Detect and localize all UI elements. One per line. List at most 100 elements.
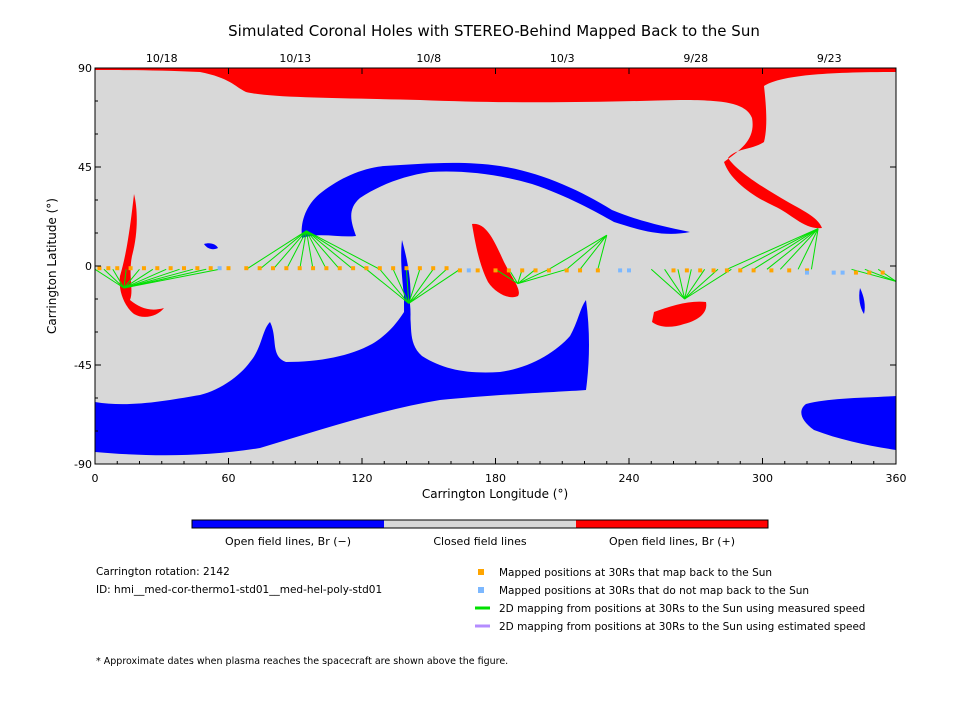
mapping-line — [95, 268, 125, 289]
date-tick-label: 10/3 — [550, 52, 575, 65]
mapping-line — [650, 268, 685, 300]
mapping-line — [810, 228, 819, 270]
mapping-line — [548, 234, 608, 270]
mapping-line — [272, 230, 307, 270]
mapping-line — [306, 230, 354, 270]
legend-label-measured: 2D mapping from positions at 30Rs to the… — [499, 603, 865, 615]
y-tick-label: -90 — [74, 458, 92, 471]
mapping-line — [597, 235, 608, 270]
legend: Mapped positions at 30Rs that map back t… — [475, 567, 866, 633]
mapping-line — [299, 230, 307, 270]
mapping-line — [408, 268, 461, 304]
mapping-line — [112, 269, 125, 289]
mapping-line — [766, 228, 819, 270]
mapping-line — [740, 228, 819, 270]
positive-coronal-hole-southeast — [652, 301, 707, 327]
mapped-position-marker — [391, 266, 396, 271]
mapped-position-marker — [284, 266, 289, 271]
coronal-hole-map — [95, 68, 896, 464]
mapping-line — [123, 268, 220, 289]
date-tick-label: 9/28 — [683, 52, 708, 65]
x-tick-label: 360 — [886, 472, 907, 485]
legend-swatch-mapped — [478, 569, 484, 575]
positive-coronal-hole-north-pole — [95, 68, 896, 229]
unmapped-position-marker — [466, 268, 471, 273]
date-tick-label: 10/8 — [416, 52, 441, 65]
x-axis-label: Carrington Longitude (°) — [422, 487, 568, 501]
mapped-position-marker — [106, 266, 111, 271]
unmapped-position-marker — [217, 266, 222, 271]
mapped-position-marker — [475, 268, 480, 273]
mapped-position-marker — [533, 268, 538, 273]
mapped-position-marker — [244, 266, 249, 271]
mapped-position-marker — [564, 268, 569, 273]
mapping-line — [305, 230, 341, 270]
mapping-line — [246, 230, 307, 270]
carrington-rotation: Carrington rotation: 2142 — [96, 566, 230, 578]
mapping-line — [306, 230, 367, 270]
mapped-position-marker — [867, 270, 872, 275]
mapping-line — [285, 230, 307, 270]
mapped-position-marker — [444, 266, 449, 271]
mapping-line — [379, 268, 410, 304]
mapped-position-marker — [404, 266, 409, 271]
x-tick-label: 60 — [222, 472, 236, 485]
x-tick-label: 0 — [92, 472, 99, 485]
x-axis-ticks: 0 60 120 180 240 300 360 — [92, 68, 907, 485]
mapped-position-marker — [155, 266, 160, 271]
y-tick-label: 90 — [78, 62, 92, 75]
mapping-line — [684, 268, 732, 300]
mapped-position-marker — [195, 266, 200, 271]
x-tick-label: 120 — [352, 472, 373, 485]
mapped-position-marker — [141, 266, 146, 271]
mapped-position-marker — [724, 268, 729, 273]
mapping-line — [664, 269, 686, 300]
mapping-line — [408, 268, 447, 304]
mapped-position-marker — [684, 268, 689, 273]
mapped-position-marker — [208, 266, 213, 271]
mapped-position-marker — [115, 266, 120, 271]
y-tick-label: -45 — [74, 359, 92, 372]
mapping-line — [579, 234, 608, 270]
mapped-position-marker — [578, 268, 583, 273]
mapping-line — [123, 269, 127, 289]
mapping-line — [123, 268, 154, 289]
footnote: * Approximate dates when plasma reaches … — [96, 656, 509, 667]
mapping-line — [366, 268, 410, 304]
mapped-position-marker — [751, 268, 756, 273]
mapping-line — [753, 228, 819, 270]
mapping-line — [123, 268, 140, 289]
colorbar-closed — [384, 520, 576, 528]
mapping-line — [259, 230, 307, 270]
date-tick-label: 9/23 — [817, 52, 842, 65]
unmapped-position-marker — [840, 270, 845, 275]
mapped-position-marker — [226, 266, 231, 271]
model-id: ID: hmi__med-cor-thermo1-std01__med-hel-… — [96, 584, 383, 596]
mapped-position-marker — [324, 266, 329, 271]
colorbar-negative — [192, 520, 384, 528]
y-axis-label: Carrington Latitude (°) — [45, 198, 59, 334]
mapping-line — [726, 228, 819, 270]
negative-coronal-hole-south — [95, 300, 589, 456]
mapping-line — [684, 268, 719, 300]
negative-coronal-hole-east-sliver — [859, 288, 865, 314]
mapped-position-marker — [493, 268, 498, 273]
colorbar: Open field lines, Br (−) Closed field li… — [191, 519, 769, 548]
mapped-position-marker — [769, 268, 774, 273]
mapping-line — [517, 268, 536, 284]
mapped-position-marker — [457, 268, 462, 273]
mapped-position-marker — [417, 266, 422, 271]
mapping-line — [392, 269, 410, 304]
mapped-position-marker — [520, 268, 525, 273]
mapped-position-marker — [128, 266, 133, 271]
mapping-line — [123, 268, 180, 289]
date-tick-label: 10/18 — [146, 52, 178, 65]
mapping-line — [408, 269, 434, 304]
mapping-line — [779, 228, 819, 270]
mapped-position-marker — [698, 268, 703, 273]
mapped-position-marker — [431, 266, 436, 271]
colorbar-label-closed: Closed field lines — [433, 535, 527, 548]
x-tick-label: 180 — [485, 472, 506, 485]
mapping-line — [684, 269, 692, 300]
